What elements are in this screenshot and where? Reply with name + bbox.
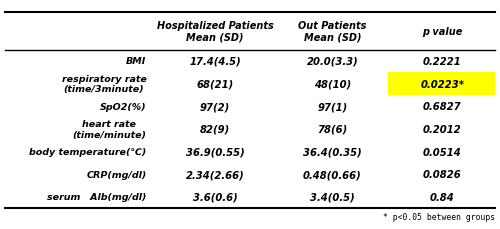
Text: 3.6(0.6): 3.6(0.6) [192, 192, 238, 202]
Text: 78(6): 78(6) [318, 124, 348, 134]
Text: * p<0.05 between groups: * p<0.05 between groups [383, 212, 495, 221]
Text: 0.84: 0.84 [430, 192, 455, 202]
Text: Hospitalized Patients
Mean (SD): Hospitalized Patients Mean (SD) [156, 21, 274, 42]
Text: 3.4(0.5): 3.4(0.5) [310, 192, 355, 202]
Text: body temperature(℃): body temperature(℃) [29, 147, 146, 156]
Text: 36.9(0.55): 36.9(0.55) [186, 147, 244, 157]
Text: 97(2): 97(2) [200, 102, 230, 112]
Text: 97(1): 97(1) [318, 102, 348, 112]
Text: 0.0826: 0.0826 [423, 169, 462, 180]
Text: 68(21): 68(21) [196, 79, 234, 89]
Text: 0.48(0.66): 0.48(0.66) [303, 169, 362, 180]
Text: respiratory rate
(time/3minute): respiratory rate (time/3minute) [62, 75, 146, 94]
Text: 0.0223*: 0.0223* [420, 79, 465, 89]
Text: CRP(mg/dl): CRP(mg/dl) [86, 170, 146, 179]
Text: 48(10): 48(10) [314, 79, 351, 89]
Text: 0.2012: 0.2012 [423, 124, 462, 134]
Text: SpO2(%): SpO2(%) [100, 102, 146, 111]
Text: heart rate
(time/minute): heart rate (time/minute) [72, 120, 146, 139]
Text: serum   Alb(mg/dl): serum Alb(mg/dl) [47, 193, 146, 202]
Text: 0.6827: 0.6827 [423, 102, 462, 112]
Text: 2.34(2.66): 2.34(2.66) [186, 169, 244, 180]
Text: 0.0514: 0.0514 [423, 147, 462, 157]
Text: p value: p value [422, 27, 463, 36]
Text: 82(9): 82(9) [200, 124, 230, 134]
Text: BMI: BMI [126, 57, 146, 66]
Text: 17.4(4.5): 17.4(4.5) [189, 57, 241, 67]
Bar [388, 73, 495, 95]
Text: 20.0(3.3): 20.0(3.3) [306, 57, 358, 67]
Text: 0.2221: 0.2221 [423, 57, 462, 67]
Text: Out Patients
Mean (SD): Out Patients Mean (SD) [298, 21, 366, 42]
Text: 36.4(0.35): 36.4(0.35) [303, 147, 362, 157]
